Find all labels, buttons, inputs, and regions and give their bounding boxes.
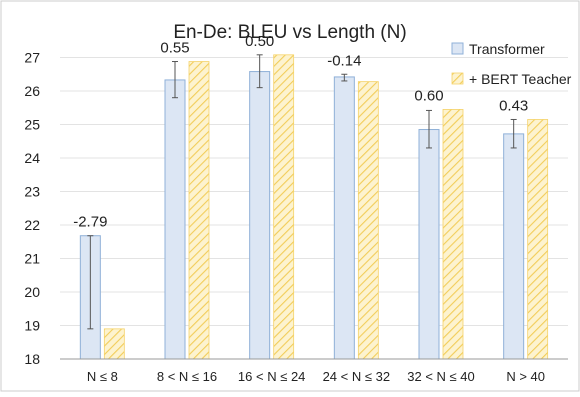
bar-transformer	[164, 79, 186, 360]
legend-label-transformer: Transformer	[469, 41, 545, 57]
legend-swatch-transformer	[451, 42, 464, 55]
y-tick-labels: 18 19 20 21 22 23 24 25 26 27	[24, 50, 40, 368]
bar-transformer	[418, 129, 440, 360]
bar-bert-teacher	[103, 328, 125, 360]
y-tick-label: 25	[24, 117, 40, 133]
y-tick-label: 18	[24, 351, 40, 367]
x-tick-label: 24 < N ≤ 32	[323, 369, 390, 384]
delta-label: -2.79	[73, 214, 107, 231]
delta-label: 0.43	[499, 97, 528, 114]
bar-bert-teacher	[273, 54, 295, 360]
delta-label: 0.50	[245, 33, 274, 50]
delta-label: -0.14	[327, 52, 361, 69]
y-tick-label: 26	[24, 83, 40, 99]
y-tick-label: 23	[24, 184, 40, 200]
y-tick-label: 19	[24, 318, 40, 334]
x-tick-label: N ≤ 8	[87, 369, 118, 384]
y-tick-label: 22	[24, 217, 40, 233]
y-tick-label: 21	[24, 251, 40, 267]
bar-transformer	[249, 71, 271, 360]
bar-bert-teacher	[442, 109, 464, 360]
x-tick-label: N > 40	[506, 369, 545, 384]
delta-label: 0.60	[414, 87, 443, 104]
legend-label-bert-teacher: + BERT Teacher	[469, 71, 572, 87]
x-tick-label: 8 < N ≤ 16	[157, 369, 217, 384]
bar-transformer	[503, 133, 525, 360]
grid-lines	[60, 57, 568, 360]
x-tick-label: 16 < N ≤ 24	[238, 369, 305, 384]
error-bars	[87, 54, 517, 330]
y-tick-label: 20	[24, 284, 40, 300]
bar-bert-teacher	[188, 61, 210, 360]
chart-title: En-De: BLEU vs Length (N)	[173, 22, 406, 43]
delta-label: 0.55	[160, 40, 189, 57]
legend-swatch-bert-teacher	[451, 72, 464, 85]
y-tick-label: 24	[24, 150, 40, 166]
x-tick-labels: N ≤ 8 8 < N ≤ 16 16 < N ≤ 24 24 < N ≤ 32 32 …	[87, 369, 545, 384]
bar-bert-teacher	[357, 81, 379, 360]
legend: Transformer + BERT Teacher	[451, 41, 572, 87]
bar-transformer	[333, 76, 355, 360]
annotations: -2.79 0.55 0.50 -0.14 0.60 0.43	[73, 33, 528, 231]
x-tick-label: 32 < N ≤ 40	[407, 369, 474, 384]
y-tick-label: 27	[24, 50, 40, 66]
bars	[79, 54, 549, 360]
bar-bert-teacher	[527, 119, 549, 360]
